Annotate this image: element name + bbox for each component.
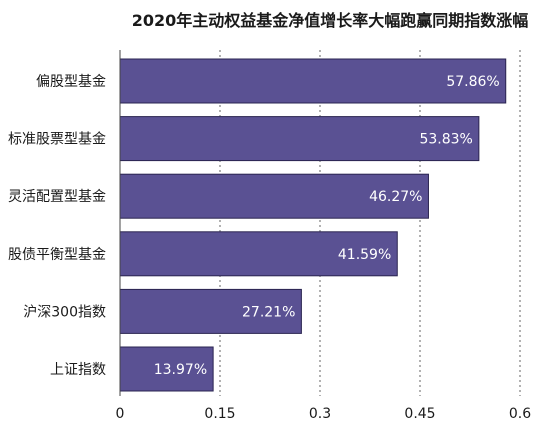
category-label: 上证指数: [50, 362, 106, 378]
x-tick-label: 0.15: [204, 406, 235, 422]
x-tick-label: 0.6: [509, 406, 531, 422]
bar-data-label: 27.21%: [242, 304, 295, 320]
bar: [119, 173, 429, 219]
bar-data-label: 53.83%: [419, 132, 472, 148]
bar-data-label: 13.97%: [154, 362, 207, 378]
category-label: 股债平衡型基金: [8, 246, 106, 263]
bar-data-label: 46.27%: [369, 189, 422, 205]
category-label: 灵活配置型基金: [8, 188, 106, 205]
chart-title: 2020年主动权益基金净值增长率大幅跑赢同期指数涨幅: [132, 11, 529, 30]
x-tick-label: 0.3: [309, 406, 331, 422]
x-tick-label: 0: [116, 406, 125, 422]
bars: 57.86% 53.83% 46.27% 41.59% 27.21% 13.97%: [119, 58, 507, 392]
category-label: 沪深300指数: [23, 304, 106, 320]
category-label: 偏股型基金: [36, 73, 106, 90]
x-tick-label: 0.45: [404, 406, 435, 422]
bar: [119, 116, 480, 162]
bar-data-label: 57.86%: [446, 74, 499, 90]
x-axis-tick-labels: 0 0.15 0.3 0.45 0.6: [116, 406, 532, 422]
bar: [119, 58, 507, 104]
bar: [119, 288, 302, 334]
category-label: 标准股票型基金: [8, 131, 106, 148]
bar: [119, 231, 398, 277]
bar-data-label: 41.59%: [338, 247, 391, 263]
